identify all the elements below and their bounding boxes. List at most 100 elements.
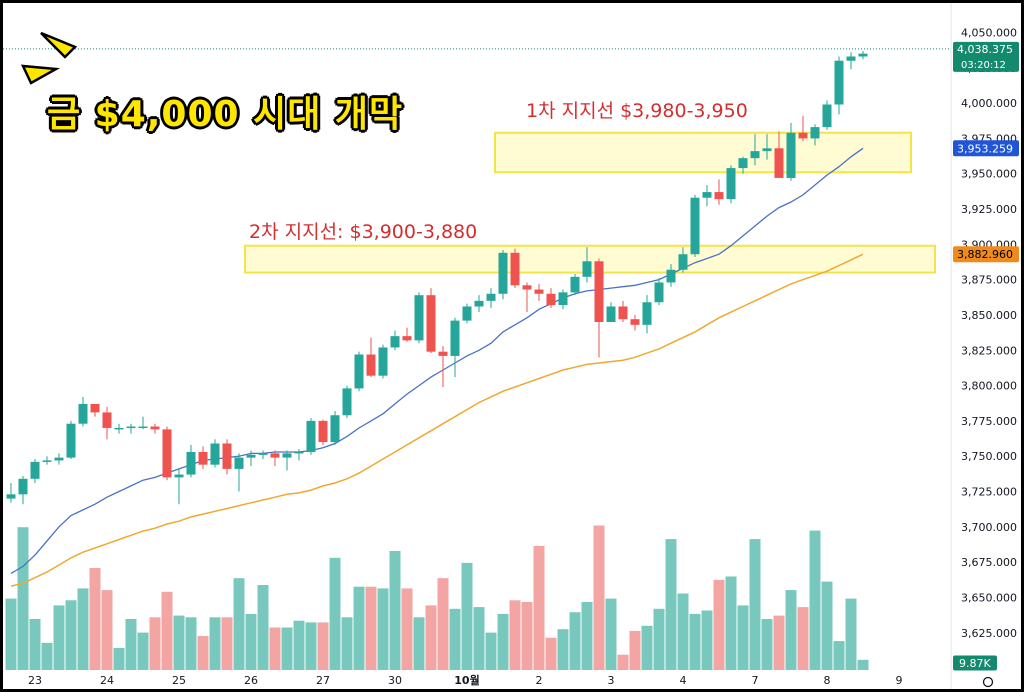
volume-bar <box>305 622 317 670</box>
volume-bar <box>197 636 209 670</box>
x-tick-label: 25 <box>172 674 186 687</box>
candle-body <box>438 351 448 356</box>
settings-gear-icon <box>982 676 994 688</box>
candle-body <box>714 192 724 200</box>
candle-body <box>102 412 112 428</box>
y-tick-label: 3,750.000 <box>961 450 1017 463</box>
candle-body <box>486 293 496 301</box>
volume-bar <box>629 630 641 670</box>
countdown-tag-value: 03:20:12 <box>961 60 1006 71</box>
volume-bar <box>617 654 629 670</box>
volume-bar <box>29 619 41 670</box>
price-tag <box>953 41 1019 72</box>
price-tag-value: 4,038.375 <box>957 43 1013 56</box>
candle-body <box>54 457 64 461</box>
candle-body <box>258 453 268 455</box>
candle-body <box>702 192 712 198</box>
volume-bar <box>857 659 869 670</box>
volume-bar <box>293 620 305 670</box>
volume-bar <box>113 647 125 670</box>
y-tick-label: 3,675.000 <box>961 556 1017 569</box>
candle-body <box>606 306 616 323</box>
volume-bar <box>473 607 485 670</box>
volume-bar <box>725 576 737 670</box>
volume-bar <box>461 562 473 670</box>
candle-body <box>174 474 184 478</box>
volume-bar <box>545 637 557 670</box>
candle-body <box>642 302 652 325</box>
y-tick-label: 4,000.000 <box>961 97 1017 110</box>
volume-bar <box>173 615 185 670</box>
candle-body <box>738 158 748 169</box>
volume-bar <box>353 586 365 670</box>
candle-body <box>546 293 556 306</box>
candle-body <box>570 276 580 293</box>
volume-bar <box>185 617 197 670</box>
volume-bar <box>41 642 53 670</box>
candle-body <box>342 388 352 416</box>
candle-body <box>150 426 160 430</box>
volume-bar <box>593 525 605 670</box>
candle-body <box>786 132 796 178</box>
candle-body <box>366 354 376 376</box>
x-tick-label: 27 <box>316 674 330 687</box>
candle-body <box>558 292 568 306</box>
candle-body <box>6 494 16 499</box>
candle-body <box>66 423 76 458</box>
volume-bar <box>533 545 545 670</box>
volume-bar <box>437 578 449 670</box>
volume-bar <box>773 615 785 670</box>
y-tick-label: 3,625.000 <box>961 627 1017 640</box>
volume-bar <box>365 586 377 670</box>
candle-body <box>582 261 592 277</box>
ma-slow-tag <box>953 246 1019 263</box>
y-tick-label: 3,650.000 <box>961 591 1017 604</box>
x-tick-label: 3 <box>608 674 615 687</box>
x-tick-label: 9 <box>896 674 903 687</box>
candle-body <box>762 148 772 152</box>
x-tick-label: 26 <box>244 674 258 687</box>
volume-bar <box>281 627 293 670</box>
support-zone <box>494 131 912 174</box>
y-tick-label: 3,875.000 <box>961 274 1017 287</box>
y-tick-label: 3,950.000 <box>961 168 1017 181</box>
y-tick-label: 3,775.000 <box>961 415 1017 428</box>
candle-body <box>270 453 280 458</box>
volume-bar <box>521 602 533 670</box>
volume-bar <box>821 581 833 670</box>
candle-body <box>462 306 472 321</box>
candle-body <box>618 306 628 320</box>
candle-body <box>306 420 316 452</box>
candle-body <box>774 148 784 178</box>
headline-title: 금 $4,000 시대 개막 <box>47 94 404 135</box>
y-tick-label: 3,700.000 <box>961 521 1017 534</box>
ma-slow-line <box>10 253 864 587</box>
volume-bar <box>161 591 173 670</box>
support-zone-label: 2차 지지선: $3,900-3,880 <box>249 221 477 243</box>
ma-fast-tag <box>953 140 1019 157</box>
volume-bar <box>65 600 77 670</box>
volume-bar <box>701 610 713 670</box>
candle-body <box>498 252 508 294</box>
volume-bar <box>665 539 677 670</box>
volume-bar <box>53 605 65 670</box>
volume-bar <box>845 598 857 670</box>
candle-body <box>534 289 544 294</box>
candle-body <box>18 478 28 495</box>
ma-slow-tag-value: 3,882.960 <box>957 248 1013 261</box>
volume-bar <box>485 632 497 670</box>
candle-body <box>246 454 256 458</box>
volume-bar <box>341 617 353 670</box>
volume-bar <box>641 625 653 670</box>
y-tick-label: 3,850.000 <box>961 309 1017 322</box>
candle-body <box>522 285 532 290</box>
volume-bar <box>689 613 701 670</box>
x-tick-label: 30 <box>388 674 402 687</box>
candle-body <box>222 443 232 469</box>
candle-body <box>450 320 460 356</box>
candle-body <box>426 295 436 352</box>
candle-body <box>114 427 124 430</box>
support-zone-label: 1차 지지선 $3,980-3,950 <box>526 100 748 122</box>
candle-body <box>330 415 340 443</box>
candlestick-chart[interactable]: 1차 지지선 $3,980-3,950 2차 지지선: $3,900-3,880 4… <box>3 3 1021 689</box>
